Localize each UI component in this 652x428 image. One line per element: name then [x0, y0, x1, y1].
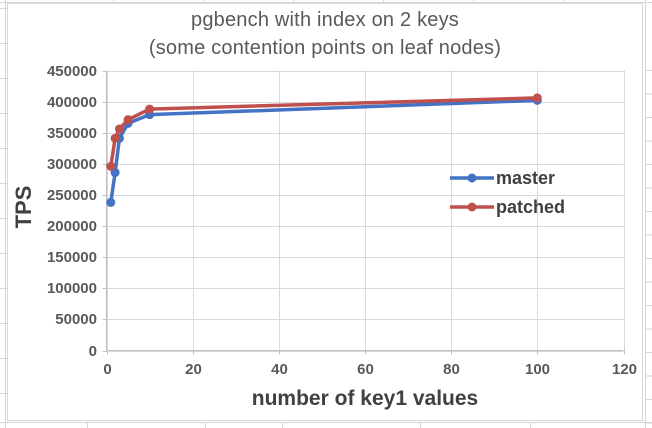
- legend-item-master[interactable]: master: [450, 163, 565, 192]
- y-tick-label: 350000: [46, 124, 97, 142]
- data-point-patched: [145, 104, 155, 114]
- x-tick-label: 60: [357, 361, 374, 378]
- y-tick-label: 100000: [46, 279, 97, 297]
- legend-marker-icon: [450, 202, 494, 211]
- x-axis-title: number of key1 values: [251, 387, 479, 410]
- y-tick-label: 300000: [46, 155, 97, 173]
- y-tick-label: 150000: [46, 248, 97, 266]
- legend-label: patched: [496, 196, 566, 217]
- chart-title: pgbench with index on 2 keys: [191, 9, 459, 31]
- y-axis-title: TPS: [11, 185, 36, 229]
- y-tick-label: 450000: [46, 62, 97, 80]
- data-point-patched: [114, 124, 124, 134]
- data-point-patched: [532, 93, 542, 103]
- y-tick-label: 0: [88, 342, 97, 360]
- y-tick-label: 400000: [46, 93, 97, 111]
- legend-marker-dot: [467, 202, 477, 211]
- data-point-patched: [123, 115, 133, 125]
- x-tick-label: 40: [271, 361, 288, 378]
- legend-marker-icon: [450, 173, 494, 182]
- x-tick-label: 20: [185, 361, 202, 378]
- chart-subtitle: (some contention points on leaf nodes): [148, 37, 502, 59]
- x-tick-label: 80: [443, 361, 460, 378]
- x-tick-label: 100: [524, 361, 551, 378]
- legend-marker-dot: [467, 173, 477, 182]
- y-tick-label: 200000: [46, 217, 97, 235]
- data-point-patched: [106, 161, 116, 171]
- legend-item-patched[interactable]: patched: [450, 192, 565, 221]
- y-tick-label: 50000: [55, 310, 97, 328]
- x-tick-label: 0: [103, 361, 112, 378]
- series-line-patched: [109, 96, 540, 169]
- data-point-master: [106, 197, 116, 207]
- x-tick-label: 120: [611, 361, 638, 378]
- legend-label: master: [496, 167, 556, 188]
- series-line-master: [109, 98, 540, 205]
- y-tick-label: 250000: [46, 186, 97, 204]
- data-point-patched: [110, 133, 120, 143]
- legend[interactable]: master patched: [450, 163, 565, 221]
